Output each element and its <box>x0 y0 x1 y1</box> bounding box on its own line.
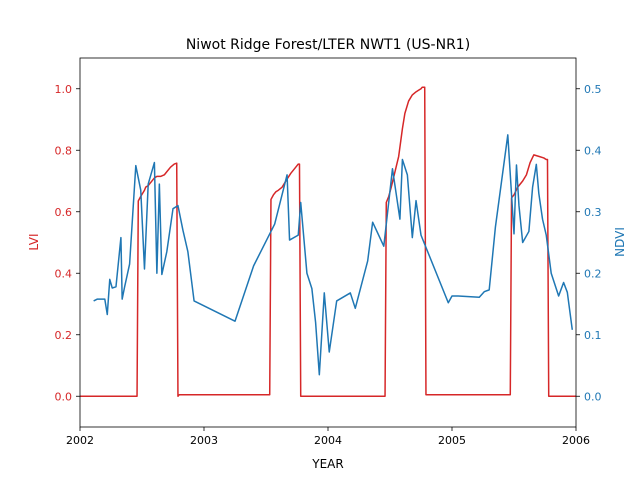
y-right-tick-label: 0.2 <box>584 267 602 280</box>
x-tick-label: 2003 <box>190 434 218 447</box>
y-left-tick-label: 0.0 <box>55 390 73 403</box>
y-right-tick-label: 0.4 <box>584 144 602 157</box>
y-left-tick-label: 0.8 <box>55 144 73 157</box>
y-left-tick-label: 0.6 <box>55 206 73 219</box>
x-tick-label: 2006 <box>562 434 590 447</box>
series-line-lvi <box>80 86 576 397</box>
chart-title: Niwot Ridge Forest/LTER NWT1 (US-NR1) <box>186 37 470 53</box>
plot-layer: 2002 2003 2004 2005 2006 0.0 0.2 0.4 0.6 0.8 1.0 0.… <box>55 57 602 447</box>
x-tick-label: 2005 <box>438 434 466 447</box>
x-tick-label: 2002 <box>66 434 94 447</box>
y-right-tick-label: 0.1 <box>584 329 602 342</box>
y-axis-left-label: LVI <box>27 233 41 250</box>
y-right-tick-label: 0.3 <box>584 206 602 219</box>
y-left-tick-label: 0.4 <box>55 267 73 280</box>
y-left-tick-label: 0.2 <box>55 329 73 342</box>
x-axis-label: YEAR <box>311 457 343 471</box>
series-line-ndvi <box>93 134 574 376</box>
y-left-tick-label: 1.0 <box>55 83 73 96</box>
y-axis-right-label: NDVI <box>613 227 627 257</box>
y-right-tick-label: 0.0 <box>584 390 602 403</box>
y-right-tick-label: 0.5 <box>584 83 602 96</box>
x-tick-label: 2004 <box>314 434 342 447</box>
